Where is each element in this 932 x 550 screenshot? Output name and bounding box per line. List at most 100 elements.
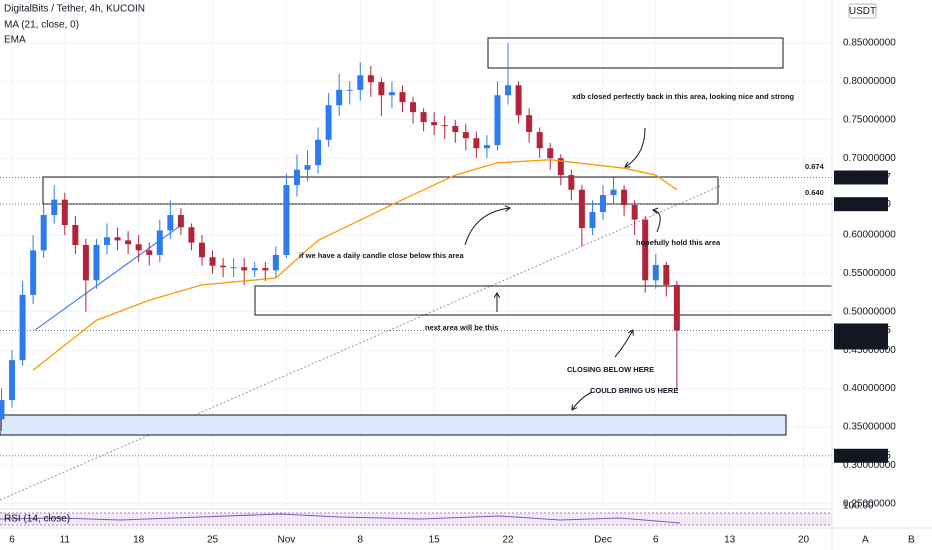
candle-body <box>167 215 174 231</box>
arrow <box>464 208 510 246</box>
currency: USDT <box>849 6 876 17</box>
control[interactable]: A <box>862 535 869 546</box>
arrow <box>572 391 593 410</box>
price-label-box <box>834 323 888 350</box>
candle-body <box>420 112 427 123</box>
price-label-box <box>834 197 888 212</box>
candle-body <box>346 89 353 91</box>
candle-body <box>642 219 649 281</box>
currency-box[interactable] <box>848 3 877 19</box>
y-tick-label: 0.85000000 <box>843 38 896 49</box>
candle-body <box>82 244 89 281</box>
ema-line <box>32 159 678 371</box>
candle-body <box>462 132 469 139</box>
candle-body <box>452 125 459 133</box>
control[interactable]: B <box>908 535 915 546</box>
x-tick-label: Dec <box>594 535 612 546</box>
candle-body <box>251 268 258 271</box>
annotation: next area will be this <box>425 323 498 332</box>
candle-body <box>40 215 47 251</box>
y-tick-label: 0.80000000 <box>843 76 896 87</box>
candle-body <box>293 169 300 186</box>
arrow <box>653 210 661 233</box>
candle-body <box>652 264 659 281</box>
y-tick-label: 0.45000000 <box>843 345 896 356</box>
candle-body <box>315 139 322 166</box>
indicator-label: EMA <box>4 35 26 46</box>
x-tick-label: 6 <box>653 535 659 546</box>
candle-body <box>0 400 5 420</box>
arrow <box>614 330 633 358</box>
candle-body <box>93 244 100 281</box>
price-label-box <box>834 448 888 463</box>
x-tick-label: 18 <box>133 535 145 546</box>
x-tick-label: Nov <box>278 535 296 546</box>
levels <box>0 176 832 457</box>
candle-body <box>230 267 237 269</box>
candle-body <box>526 115 533 133</box>
rsi-line <box>0 513 681 524</box>
y-tick-label: 0.30000000 <box>843 460 896 471</box>
price-label: 0.64012950 <box>838 199 891 210</box>
candle-body <box>19 294 26 361</box>
y-tick-label: 0.40000000 <box>843 383 896 394</box>
candle-body <box>272 254 279 271</box>
candle-body <box>357 75 364 90</box>
candle-body <box>494 95 501 146</box>
drawings <box>0 37 832 501</box>
candle-body <box>262 268 269 271</box>
candle-body <box>483 145 490 149</box>
candle-body <box>198 242 205 258</box>
candle-body <box>104 237 111 245</box>
y-tick-label: 0.25000000 <box>843 498 896 509</box>
candle-body <box>631 205 638 220</box>
candle-body <box>599 195 606 212</box>
trend-line <box>0 185 721 501</box>
candle-body <box>557 158 564 176</box>
x-tick-label: 13 <box>724 535 736 546</box>
candle-body <box>336 89 343 106</box>
candle-body <box>135 244 142 251</box>
annotation: if we have a daily candle close below th… <box>299 251 464 260</box>
candle-body <box>410 102 417 113</box>
chart-title: DigitalBits / Tether, 4h, KUCOIN <box>4 4 145 15</box>
indicator-label: MA (21, close, 0) <box>4 20 79 31</box>
x-tick-label: 25 <box>207 535 219 546</box>
candle-body <box>209 257 216 266</box>
zone-box <box>487 37 784 69</box>
candle-body <box>325 105 332 140</box>
zone-box <box>42 176 719 205</box>
candle-body <box>114 237 121 241</box>
candle-body <box>610 189 617 196</box>
candle-body <box>304 165 311 170</box>
candle-body <box>473 138 480 149</box>
price-label: 0.67488237 <box>838 172 891 183</box>
countdown: 01:12:24 <box>838 337 877 348</box>
candle-body <box>188 227 195 243</box>
candle-body <box>378 82 385 96</box>
candle-body <box>30 250 37 295</box>
x-tick-label: 11 <box>60 535 71 546</box>
candle-body <box>663 264 670 285</box>
target-zone <box>0 414 787 436</box>
candle-body <box>547 148 554 159</box>
candle-body <box>125 240 132 245</box>
annotation: hopefully hold this area <box>636 238 721 247</box>
x-tick-label: 15 <box>429 535 441 546</box>
candle-body <box>589 211 596 229</box>
y-tick-label: 0.60000000 <box>843 230 896 241</box>
candle-body <box>72 225 79 245</box>
trend-line <box>34 225 181 331</box>
candles <box>0 43 680 431</box>
x-tick-label: 6 <box>9 535 15 546</box>
y-tick-label: 0.70000000 <box>843 153 896 164</box>
price-label: 0.31249895 <box>838 450 891 461</box>
candle-body <box>505 85 512 96</box>
annotation: 0.674 <box>805 162 825 171</box>
candle-body <box>673 284 680 331</box>
candle-body <box>578 189 585 229</box>
y-tick-label: 0.55000000 <box>843 268 896 279</box>
candle-body <box>61 199 68 226</box>
candle-body <box>156 230 163 255</box>
